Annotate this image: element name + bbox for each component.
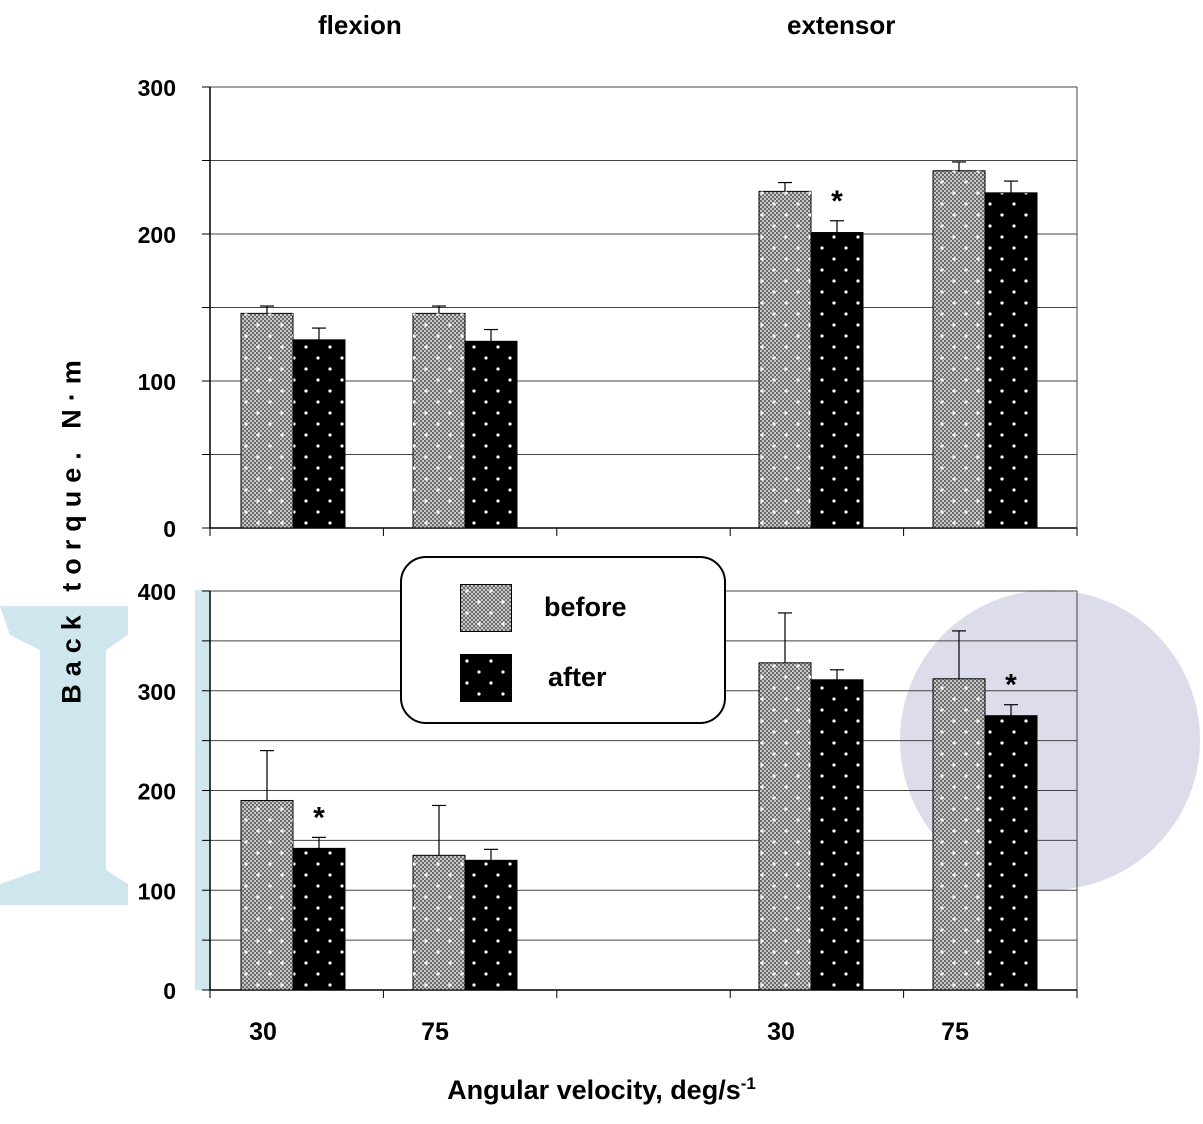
bar-after xyxy=(292,339,346,529)
y-tick-label: 0 xyxy=(163,978,176,1004)
header-extensor: extensor xyxy=(787,10,896,40)
bar-after xyxy=(292,847,346,991)
bar-after xyxy=(810,679,864,991)
legend-label-after: after xyxy=(548,662,607,692)
x-axis-label-sup: -1 xyxy=(740,1074,756,1093)
x-axis-label-main: Angular velocity, deg/s xyxy=(447,1075,741,1105)
x-tick-label: 75 xyxy=(421,1018,449,1046)
header-flexion: flexion xyxy=(318,10,402,40)
chart-panels: 0 100 200 300 * 0 100 200 300 400 * * 30 75 30 75 xyxy=(138,75,1078,1046)
y-axis-label: Back torque. N·m xyxy=(56,352,87,704)
bar-before-dots xyxy=(241,313,293,528)
bar-after xyxy=(984,192,1038,529)
bar-before-dots xyxy=(413,313,465,528)
x-axis-label: Angular velocity, deg/s-1 xyxy=(0,1074,1203,1106)
x-tick-label: 75 xyxy=(941,1018,969,1046)
bar-after xyxy=(984,715,1038,991)
bar-before-dots xyxy=(413,855,465,990)
y-tick-label: 200 xyxy=(138,779,176,805)
y-tick-label: 200 xyxy=(138,222,176,248)
bar-after xyxy=(464,859,518,991)
y-tick-label: 100 xyxy=(138,878,176,904)
watermark-left-shape xyxy=(0,606,128,905)
y-tick-label: 0 xyxy=(163,516,176,542)
legend-label-before: before xyxy=(544,592,627,622)
bar-before-dots xyxy=(933,678,985,990)
y-tick-label: 400 xyxy=(138,579,176,605)
x-tick-label: 30 xyxy=(767,1018,795,1046)
bar-after xyxy=(464,340,518,529)
significance-marker: * xyxy=(313,801,325,834)
legend-item-after: after xyxy=(460,654,700,704)
bar-after xyxy=(810,232,864,529)
legend: before after xyxy=(400,556,726,724)
significance-marker: * xyxy=(1005,669,1017,702)
bar-before-dots xyxy=(241,800,293,990)
legend-swatch-before xyxy=(460,584,512,632)
y-tick-label: 100 xyxy=(138,369,176,395)
y-tick-label: 300 xyxy=(138,679,176,705)
x-tick-label: 30 xyxy=(249,1018,277,1046)
bar-before-dots xyxy=(933,170,985,529)
y-tick-label: 300 xyxy=(138,75,176,101)
bar-before-dots xyxy=(759,662,811,990)
bar-before-dots xyxy=(759,191,811,528)
significance-marker: * xyxy=(831,185,843,218)
legend-item-before: before xyxy=(460,584,700,634)
legend-swatch-after xyxy=(460,654,512,702)
